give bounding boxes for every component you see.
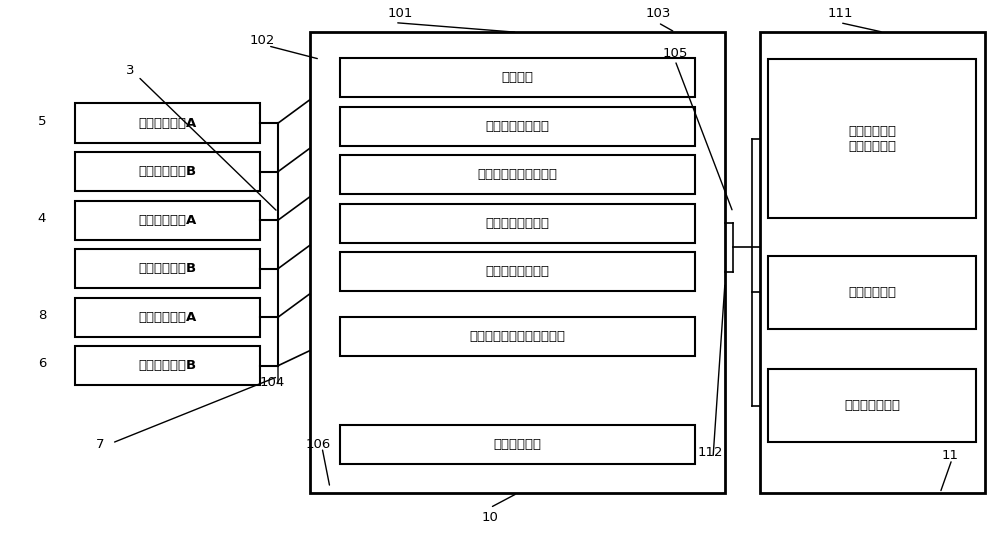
Bar xyxy=(75,201,260,240)
Bar xyxy=(768,59,976,218)
Bar xyxy=(340,107,695,146)
Text: 表面数字模型
区域划分模块: 表面数字模型 区域划分模块 xyxy=(848,125,896,153)
Bar xyxy=(75,152,260,191)
Text: 图像匹配联合模块: 图像匹配联合模块 xyxy=(486,265,550,278)
Text: 101: 101 xyxy=(387,7,413,20)
Bar xyxy=(768,256,976,329)
Bar xyxy=(340,317,695,356)
Bar xyxy=(75,298,260,337)
Bar xyxy=(768,369,976,442)
Text: 102: 102 xyxy=(249,34,275,47)
Text: 飞机机身图像采集模块: 飞机机身图像采集模块 xyxy=(478,168,558,181)
Bar xyxy=(340,58,695,97)
Text: 三维重建系统: 三维重建系统 xyxy=(494,438,542,451)
Text: 7: 7 xyxy=(96,438,104,451)
Text: 顶部滑动相机A: 顶部滑动相机A xyxy=(138,310,197,324)
Text: 6: 6 xyxy=(38,357,46,370)
Text: 左部升降相机A: 左部升降相机A xyxy=(138,116,197,130)
Text: 104: 104 xyxy=(259,376,285,389)
Bar xyxy=(340,204,695,243)
Text: 8: 8 xyxy=(38,309,46,322)
Bar xyxy=(340,252,695,291)
Bar xyxy=(340,155,695,194)
Bar xyxy=(75,249,260,288)
Text: 103: 103 xyxy=(645,7,671,20)
Text: 输入模块: 输入模块 xyxy=(502,71,534,84)
Text: 右部升降相机A: 右部升降相机A xyxy=(138,213,197,227)
Text: 右部升降相机B: 右部升降相机B xyxy=(138,262,197,275)
Text: 机身表面数字模型生成模块: 机身表面数字模型生成模块 xyxy=(470,330,566,343)
Bar xyxy=(760,32,985,493)
Text: 106: 106 xyxy=(305,438,331,451)
Text: 5: 5 xyxy=(38,115,46,128)
Text: 图像几何校正模块: 图像几何校正模块 xyxy=(486,217,550,230)
Text: 10: 10 xyxy=(482,511,498,524)
Text: 4: 4 xyxy=(38,212,46,225)
Text: 3: 3 xyxy=(126,64,134,77)
Bar xyxy=(75,103,260,143)
Text: 检查标记模块: 检查标记模块 xyxy=(848,286,896,299)
Text: 摄像相机控制模块: 摄像相机控制模块 xyxy=(486,120,550,133)
Bar xyxy=(340,425,695,464)
Text: 检查数据库系统: 检查数据库系统 xyxy=(844,399,900,412)
Text: 111: 111 xyxy=(827,7,853,20)
Text: 左部升降相机B: 左部升降相机B xyxy=(138,165,197,178)
Text: 112: 112 xyxy=(697,446,723,459)
Bar xyxy=(75,346,260,385)
Bar xyxy=(310,32,725,493)
Text: 105: 105 xyxy=(662,47,688,60)
Text: 顶部滑动相机B: 顶部滑动相机B xyxy=(138,359,197,372)
Text: 11: 11 xyxy=(942,449,958,462)
